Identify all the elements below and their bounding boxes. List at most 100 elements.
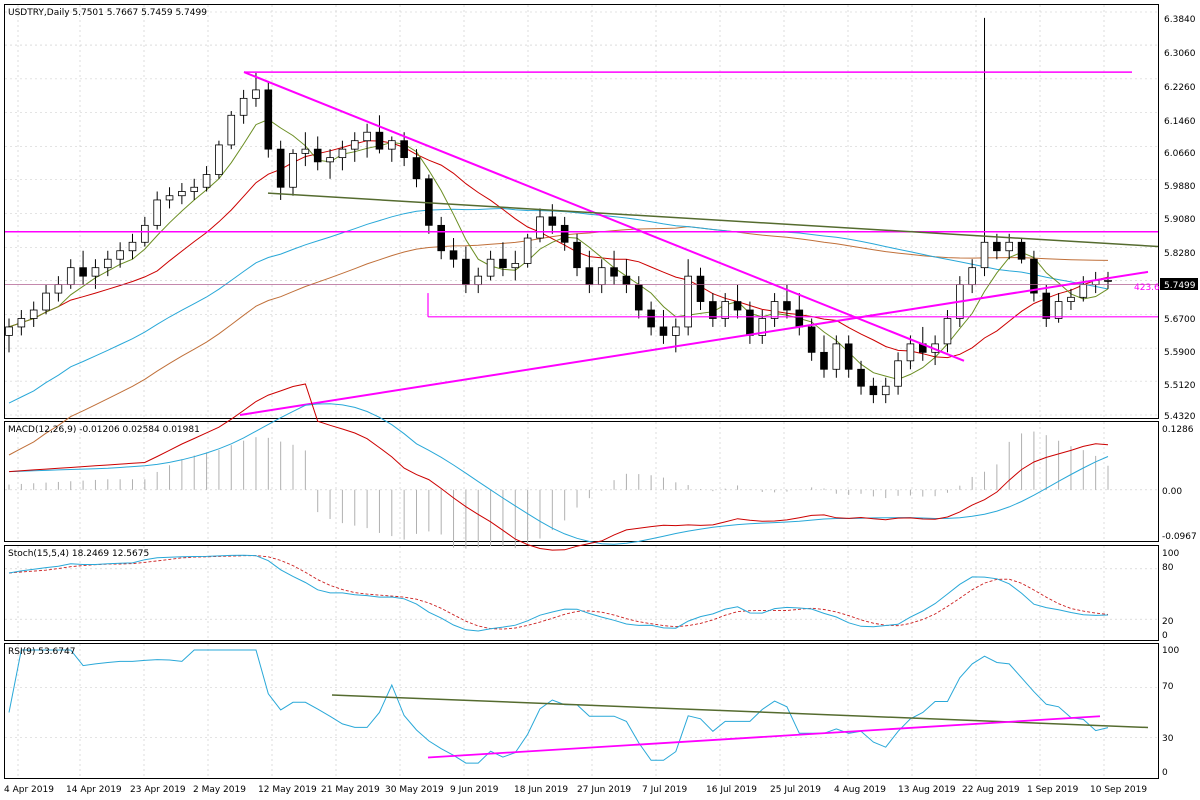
- candle-body: [190, 186, 199, 192]
- x-tick-label: 16 Jul 2019: [706, 785, 757, 795]
- x-tick-label: 4 Apr 2019: [4, 785, 54, 795]
- candle-body: [746, 309, 754, 336]
- main-y-axis: 6.3840 6.3060 6.2260 6.1460 6.0660 5.988…: [1164, 15, 1196, 422]
- x-tick-label: 22 Aug 2019: [962, 785, 1020, 795]
- candle-body: [536, 216, 544, 239]
- x-tick-label: 14 Apr 2019: [66, 785, 122, 795]
- candle-body: [338, 148, 347, 159]
- y-tick-label: 5.8280: [1164, 249, 1196, 259]
- x-axis: 4 Apr 2019 14 Apr 2019 23 Apr 2019 2 May…: [4, 785, 1147, 795]
- stoch-y-tick: 20: [1162, 617, 1174, 627]
- rsi-y-tick: 0: [1162, 768, 1168, 778]
- candle-body: [388, 140, 396, 150]
- macd-y-tick: 0.00: [1162, 487, 1182, 497]
- fib-level-label: 423.6: [1134, 283, 1160, 293]
- candle-body: [313, 148, 322, 163]
- grid-lines: [5, 5, 1158, 778]
- candle-body: [486, 258, 495, 277]
- candle-body: [5, 326, 13, 336]
- stoch-lines: [5, 554, 1158, 632]
- macd-lines: [5, 383, 1158, 551]
- candle-body: [585, 267, 594, 286]
- x-tick-label: 2 May 2019: [193, 785, 246, 795]
- x-tick-label: 4 Aug 2019: [834, 785, 886, 795]
- candle-body: [770, 301, 779, 319]
- candle-body: [153, 199, 161, 226]
- candle-body: [264, 89, 273, 150]
- candle-body: [66, 267, 75, 286]
- candle-body: [227, 114, 236, 146]
- candle-body: [462, 258, 470, 286]
- candle-body: [1030, 258, 1038, 294]
- candle-body: [573, 241, 581, 269]
- candle-body: [869, 385, 878, 396]
- candle-body: [523, 237, 532, 264]
- candle-body: [350, 140, 359, 150]
- ma-green-line: [8, 118, 1109, 380]
- candle-body: [844, 343, 853, 370]
- stoch-signal-line: [8, 555, 1109, 630]
- rsi-y-tick: 70: [1162, 682, 1174, 692]
- x-tick-label: 13 Aug 2019: [898, 785, 956, 795]
- rsi-pane-frame: [4, 643, 1159, 779]
- macd-y-tick: -0.0967: [1162, 532, 1197, 542]
- macd-signal-line: [8, 403, 1109, 545]
- candle-body: [289, 152, 297, 188]
- y-tick-label: 5.4320: [1164, 412, 1196, 422]
- candle-body: [375, 131, 384, 150]
- x-tick-label: 25 Jul 2019: [770, 785, 821, 795]
- stoch-y-tick: 80: [1162, 563, 1174, 573]
- rsi-y-tick: 100: [1162, 646, 1179, 656]
- candle-body: [202, 174, 211, 188]
- candle-body: [141, 224, 149, 243]
- candle-body: [968, 267, 976, 286]
- candle-body: [610, 267, 618, 277]
- rsi-line: [8, 649, 1109, 764]
- descending-trendline: [243, 71, 965, 362]
- candle-body: [758, 318, 767, 336]
- y-tick-label: 6.2260: [1164, 83, 1196, 93]
- candle-body: [326, 157, 334, 163]
- candle-body: [807, 326, 816, 353]
- stoch-main-line: [8, 554, 1109, 632]
- candle-body: [178, 191, 186, 197]
- y-tick-label: 5.5120: [1164, 381, 1196, 391]
- y-tick-label: 5.9880: [1164, 182, 1196, 192]
- x-tick-label: 12 May 2019: [258, 785, 317, 795]
- ma-orange-line: [8, 226, 1109, 456]
- candle-body: [79, 267, 87, 277]
- candle-body: [1054, 301, 1063, 319]
- x-tick-label: 10 Sep 2019: [1090, 785, 1147, 795]
- candle-body: [672, 326, 680, 336]
- x-tick-label: 18 Jun 2019: [514, 785, 568, 795]
- olive-trendline: [267, 192, 1159, 248]
- x-tick-label: 7 Jul 2019: [642, 785, 687, 795]
- rsi-lines: [5, 649, 1158, 764]
- candle-body: [400, 140, 408, 159]
- candle-body: [363, 131, 371, 142]
- macd-main-line: [8, 383, 1109, 551]
- candle-body: [634, 284, 643, 311]
- candle-body: [993, 241, 1001, 252]
- x-tick-label: 23 Apr 2019: [130, 785, 186, 795]
- y-tick-label: 6.1460: [1164, 117, 1196, 127]
- candle-body: [733, 301, 742, 311]
- candle-body: [1079, 284, 1088, 298]
- candle-body: [29, 309, 38, 319]
- ma-red-line: [8, 140, 1109, 359]
- macd-title: MACD(12,26,9) -0.01206 0.02584 0.01981: [8, 425, 200, 435]
- macd-pane-frame: [4, 421, 1159, 542]
- candle-body: [659, 326, 668, 336]
- candle-body: [1017, 241, 1026, 260]
- y-tick-label: 6.3840: [1164, 15, 1196, 25]
- x-tick-label: 27 Jun 2019: [577, 785, 631, 795]
- y-tick-label: 5.5900: [1164, 348, 1196, 358]
- candle-body: [709, 301, 717, 319]
- candle-body: [239, 97, 248, 116]
- candle-body: [17, 318, 26, 328]
- candle-body: [597, 267, 606, 286]
- macd-y-tick: 0.1286: [1162, 425, 1194, 435]
- candle-body: [906, 343, 915, 362]
- candle-body: [894, 360, 902, 387]
